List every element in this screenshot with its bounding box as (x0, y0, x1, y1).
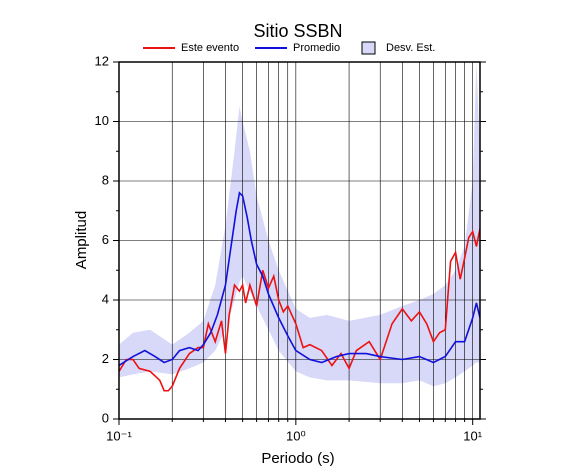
legend-label: Promedio (293, 42, 340, 54)
y-tick-label: 8 (102, 172, 109, 187)
legend-swatch (361, 41, 376, 55)
x-tick-label: 10¹ (463, 428, 482, 443)
y-tick-label: 2 (102, 351, 109, 366)
y-axis-title: Amplitud (73, 211, 90, 269)
y-tick-label: 6 (102, 232, 109, 247)
x-tick-label: 10⁰ (286, 428, 306, 443)
y-tick-label: 0 (102, 410, 109, 425)
series-line (119, 191, 480, 367)
legend-label: Este evento (181, 42, 239, 54)
y-tick-label: 4 (102, 291, 109, 306)
y-tick-label: 12 (95, 53, 109, 68)
std-band (119, 62, 480, 387)
y-tick-label: 10 (95, 113, 109, 128)
chart-title: Sitio SSBN (253, 21, 342, 41)
x-axis-title: Periodo (s) (261, 450, 334, 467)
x-tick-label: 10⁻¹ (106, 428, 132, 443)
legend-label: Desv. Est. (386, 42, 435, 54)
series-line (119, 228, 480, 392)
